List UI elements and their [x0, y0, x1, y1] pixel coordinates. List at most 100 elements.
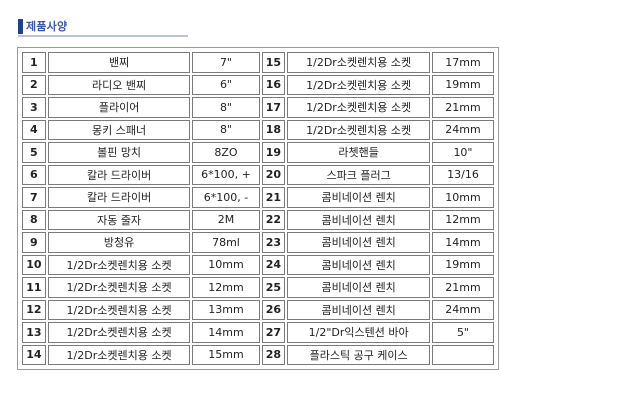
- item-name: 1/2Dr소켓렌치용 소켓: [47, 254, 191, 275]
- section-title: 제품사양: [26, 20, 68, 33]
- item-spec: 8": [192, 119, 260, 140]
- item-name: 1/2Dr소켓렌치용 소켓: [287, 74, 430, 95]
- item-number: 26: [261, 299, 286, 320]
- table-row: 7 칼라 드라이버 6*100, -21 콤비네이션 렌치 10mm: [22, 187, 494, 208]
- item-number: 22: [261, 209, 286, 230]
- item-spec: 10": [431, 142, 494, 163]
- item-spec: 19mm: [431, 74, 494, 95]
- item-number: 16: [261, 74, 286, 95]
- item-spec: 24mm: [431, 299, 494, 320]
- item-name: 콤비네이션 렌치: [287, 209, 430, 230]
- item-name: 1/2Dr소켓렌치용 소켓: [47, 277, 191, 298]
- item-number: 14: [22, 344, 46, 365]
- item-name: 라디오 밴찌: [47, 74, 191, 95]
- item-name: 라쳇핸들: [287, 142, 430, 163]
- item-name: 플라이어: [47, 97, 191, 118]
- table-row: 2 라디오 밴찌 6" 16 1/2Dr소켓렌치용 소켓 19mm: [22, 74, 494, 95]
- item-number: 10: [22, 254, 46, 275]
- item-number: 8: [22, 209, 46, 230]
- item-spec: 5": [431, 322, 494, 343]
- item-name: 콤비네이션 렌치: [287, 277, 430, 298]
- table-row: 8 자동 줄자 2M 22 콤비네이션 렌치 12mm: [22, 209, 494, 230]
- item-name: 밴찌: [47, 52, 191, 73]
- item-spec: 17mm: [431, 52, 494, 73]
- table-row: 13 1/2Dr소켓렌치용 소켓 14mm 27 1/2"Dr익스텐션 바아 5": [22, 322, 494, 343]
- item-name: 플라스틱 공구 케이스: [287, 344, 430, 365]
- item-spec: 2M: [192, 209, 260, 230]
- item-spec: 6": [192, 74, 260, 95]
- item-spec: 10mm: [192, 254, 260, 275]
- item-number: 7: [22, 187, 46, 208]
- item-number: 11: [22, 277, 46, 298]
- item-number: 3: [22, 97, 46, 118]
- item-number: 9: [22, 232, 46, 253]
- spec-table-body: 1 밴찌 7" 15 1/2Dr소켓렌치용 소켓 17mm 2 라디오 밴찌 6" 16 1/2Dr…: [22, 52, 494, 365]
- table-row: 5 볼핀 망치 8ZO 19 라쳇핸들 10": [22, 142, 494, 163]
- item-name: 콤비네이션 렌치: [287, 232, 430, 253]
- spec-table: 1 밴찌 7" 15 1/2Dr소켓렌치용 소켓 17mm 2 라디오 밴찌 6" 16 1/2Dr…: [20, 50, 496, 367]
- item-name: 1/2Dr소켓렌치용 소켓: [287, 119, 430, 140]
- item-name: 칼라 드라이버: [47, 187, 191, 208]
- table-row: 1 밴찌 7" 15 1/2Dr소켓렌치용 소켓 17mm: [22, 52, 494, 73]
- item-number: 28: [261, 344, 286, 365]
- item-number: 24: [261, 254, 286, 275]
- item-number: 12: [22, 299, 46, 320]
- item-spec: 13mm: [192, 299, 260, 320]
- item-name: 1/2"Dr익스텐션 바아: [287, 322, 430, 343]
- item-spec: [431, 344, 494, 365]
- item-number: 13: [22, 322, 46, 343]
- item-name: 1/2Dr소켓렌치용 소켓: [287, 97, 430, 118]
- item-number: 27: [261, 322, 286, 343]
- item-number: 15: [261, 52, 286, 73]
- section-marker-bar: [18, 19, 23, 34]
- item-number: 25: [261, 277, 286, 298]
- item-name: 콤비네이션 렌치: [287, 187, 430, 208]
- item-number: 21: [261, 187, 286, 208]
- section-header: 제품사양: [18, 18, 188, 37]
- item-spec: 14mm: [192, 322, 260, 343]
- item-spec: 8": [192, 97, 260, 118]
- item-spec: 8ZO: [192, 142, 260, 163]
- item-spec: 78ml: [192, 232, 260, 253]
- item-number: 19: [261, 142, 286, 163]
- item-spec: 6*100, +: [192, 164, 260, 185]
- item-name: 자동 줄자: [47, 209, 191, 230]
- item-name: 볼핀 망치: [47, 142, 191, 163]
- item-name: 1/2Dr소켓렌치용 소켓: [287, 52, 430, 73]
- item-name: 스파크 플러그: [287, 164, 430, 185]
- item-spec: 12mm: [431, 209, 494, 230]
- item-name: 콤비네이션 렌치: [287, 254, 430, 275]
- item-spec: 19mm: [431, 254, 494, 275]
- section-underline: [18, 35, 188, 37]
- item-number: 6: [22, 164, 46, 185]
- item-spec: 24mm: [431, 119, 494, 140]
- item-spec: 21mm: [431, 97, 494, 118]
- table-row: 11 1/2Dr소켓렌치용 소켓 12mm 25 콤비네이션 렌치 21mm: [22, 277, 494, 298]
- item-spec: 6*100, -: [192, 187, 260, 208]
- table-row: 4 몽키 스패너 8" 18 1/2Dr소켓렌치용 소켓 24mm: [22, 119, 494, 140]
- item-name: 1/2Dr소켓렌치용 소켓: [47, 299, 191, 320]
- table-row: 12 1/2Dr소켓렌치용 소켓 13mm 26 콤비네이션 렌치 24mm: [22, 299, 494, 320]
- item-number: 18: [261, 119, 286, 140]
- item-name: 콤비네이션 렌치: [287, 299, 430, 320]
- item-number: 1: [22, 52, 46, 73]
- item-spec: 7": [192, 52, 260, 73]
- item-spec: 13/16: [431, 164, 494, 185]
- item-spec: 15mm: [192, 344, 260, 365]
- item-name: 1/2Dr소켓렌치용 소켓: [47, 344, 191, 365]
- item-number: 2: [22, 74, 46, 95]
- item-name: 몽키 스패너: [47, 119, 191, 140]
- item-name: 칼라 드라이버: [47, 164, 191, 185]
- item-spec: 14mm: [431, 232, 494, 253]
- spec-table-container: 1 밴찌 7" 15 1/2Dr소켓렌치용 소켓 17mm 2 라디오 밴찌 6" 16 1/2Dr…: [17, 47, 499, 370]
- table-row: 14 1/2Dr소켓렌치용 소켓 15mm 28 플라스틱 공구 케이스: [22, 344, 494, 365]
- item-number: 4: [22, 119, 46, 140]
- table-row: 6 칼라 드라이버 6*100, +20 스파크 플러그 13/16: [22, 164, 494, 185]
- item-number: 5: [22, 142, 46, 163]
- table-row: 10 1/2Dr소켓렌치용 소켓 10mm 24 콤비네이션 렌치 19mm: [22, 254, 494, 275]
- table-row: 3 플라이어 8" 17 1/2Dr소켓렌치용 소켓 21mm: [22, 97, 494, 118]
- item-name: 1/2Dr소켓렌치용 소켓: [47, 322, 191, 343]
- item-number: 17: [261, 97, 286, 118]
- item-spec: 10mm: [431, 187, 494, 208]
- item-number: 23: [261, 232, 286, 253]
